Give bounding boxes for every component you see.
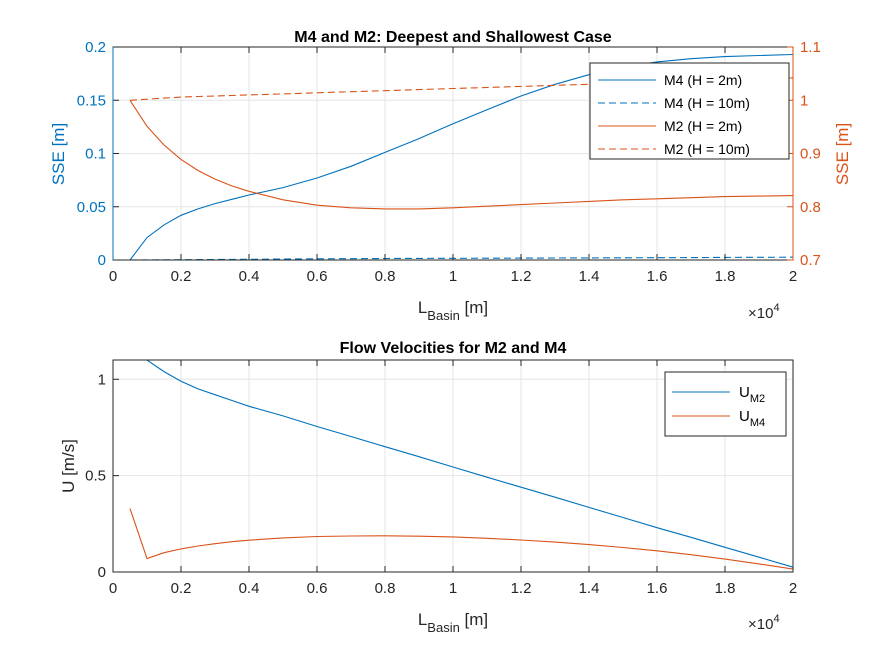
chart-velocity-legend-label: UM4 — [739, 408, 765, 429]
chart-sse-y-right-tick-label: 0.8 — [800, 199, 821, 216]
chart-sse-x-tick-label: 0.4 — [239, 268, 260, 285]
chart-sse-xlabel-sub: Basin — [427, 308, 460, 323]
chart-sse-x-tick-label: 0.8 — [375, 268, 396, 285]
chart-sse-xlabel: LBasin [m] — [418, 298, 488, 323]
chart-velocity-xlabel-unit: [m] — [460, 610, 488, 629]
chart-velocity-legend-label: UM2 — [739, 384, 765, 405]
chart-sse-x-tick-label: 1.8 — [715, 268, 736, 285]
chart-sse-series-line-2 — [129, 99, 794, 210]
chart-velocity-x-tick-label: 0.2 — [171, 580, 192, 597]
chart-velocity-legend-label-sub: M2 — [750, 393, 765, 405]
chart-velocity-xlabel: LBasin [m] — [418, 610, 488, 635]
chart-sse-ylabel: SSE [m] — [49, 123, 68, 185]
chart-sse-y-tick-label: 0.15 — [77, 92, 106, 109]
chart-velocity-legend-label-main: U — [739, 384, 750, 401]
chart-velocity: Flow Velocities for M2 and M4 0 0.2 0.4 0.6… — [59, 340, 797, 635]
chart-velocity-series — [129, 359, 794, 570]
chart-sse-xlabel-unit: [m] — [460, 298, 488, 317]
chart-velocity-x-exponent-base: ×10 — [748, 616, 773, 633]
chart-sse-x-tick-label: 0.2 — [171, 268, 192, 285]
chart-sse-y-tick-label: 0.05 — [77, 199, 106, 216]
chart-sse-x-exponent-base: ×10 — [748, 305, 773, 322]
chart-velocity-legend-label-main: U — [739, 408, 750, 425]
chart-sse-legend-label: M2 (H = 2m) — [664, 118, 742, 134]
chart-sse-x-ticks: 0 0.2 0.4 0.6 0.8 1 1.2 1.4 1.6 1.8 2 — [109, 47, 797, 285]
chart-sse-x-exponent: ×104 — [748, 302, 780, 322]
chart-sse-x-tick-label: 2 — [789, 268, 797, 285]
chart-velocity-x-tick-label: 1.4 — [579, 580, 600, 597]
chart-velocity-series-line-0 — [130, 359, 794, 568]
chart-velocity-x-tick-label: 1 — [449, 580, 457, 597]
chart-velocity-x-ticks: 0 0.2 0.4 0.6 0.8 1 1.2 1.4 1.6 1.8 2 — [109, 360, 797, 597]
chart-velocity-legend-box — [664, 371, 787, 437]
chart-sse-y-right-tick-label: 0.9 — [800, 146, 821, 163]
chart-sse-y-tick-label: 0.1 — [85, 146, 106, 163]
chart-sse-x-tick-label: 0.6 — [307, 268, 328, 285]
chart-velocity-x-exponent: ×104 — [748, 613, 780, 633]
chart-velocity-title: Flow Velocities for M2 and M4 — [340, 340, 567, 357]
chart-sse-y-right-tick-label: 1.1 — [800, 39, 821, 56]
chart-sse-xlabel-main: L — [418, 298, 427, 317]
chart-sse-x-tick-label: 1.2 — [511, 268, 532, 285]
chart-velocity-x-tick-label: 0.6 — [307, 580, 328, 597]
chart-sse-y-ticks-right: 0.7 0.8 0.9 1 1.1 — [112, 39, 821, 269]
chart-sse-ylabel-right: SSE [m] — [833, 123, 852, 185]
chart-sse-x-exponent-power: 4 — [773, 302, 779, 314]
chart-velocity-y-tick-label: 0.5 — [85, 468, 106, 485]
chart-sse-x-tick-label: 1.6 — [647, 268, 668, 285]
chart-sse-legend-label: M4 (H = 2m) — [664, 72, 742, 88]
chart-sse-y-tick-label: 0 — [98, 252, 106, 269]
chart-sse-x-tick-label: 1 — [449, 268, 457, 285]
chart-velocity-ylabel: U [m/s] — [59, 439, 78, 493]
chart-velocity-y-tick-label: 1 — [98, 371, 106, 388]
chart-velocity-series-line-1 — [129, 508, 794, 570]
chart-velocity-x-exponent-power: 4 — [773, 613, 779, 625]
chart-sse-y-right-tick-label: 1 — [800, 92, 808, 109]
chart-sse-series-line-1 — [129, 256, 794, 261]
chart-sse-y-ticks: 0 0.05 0.1 0.15 0.2 — [77, 39, 119, 269]
chart-sse-y-right-tick-label: 0.7 — [800, 252, 821, 269]
chart-sse-legend: M4 (H = 2m) M4 (H = 10m) M2 (H = 2m) M2 (H … — [589, 62, 790, 160]
chart-velocity-x-tick-label: 2 — [789, 580, 797, 597]
chart-velocity-x-tick-label: 0.4 — [239, 580, 260, 597]
chart-sse-legend-label: M4 (H = 10m) — [664, 95, 750, 111]
chart-sse-legend-entries: M4 (H = 2m) M4 (H = 10m) M2 (H = 2m) M2 (H … — [598, 72, 750, 157]
chart-velocity-legend-label-sub: M4 — [750, 417, 765, 429]
chart-sse: M4 and M2: Deepest and Shallowest Case 0… — [49, 29, 852, 323]
chart-sse-y-tick-label: 0.2 — [85, 39, 106, 56]
chart-sse-legend-label: M2 (H = 10m) — [664, 141, 750, 157]
chart-sse-x-tick-label: 0 — [109, 268, 117, 285]
chart-sse-series-line-0 — [129, 53, 794, 261]
chart-velocity-x-tick-label: 1.6 — [647, 580, 668, 597]
chart-velocity-xlabel-main: L — [418, 610, 427, 629]
chart-velocity-x-tick-label: 0.8 — [375, 580, 396, 597]
chart-velocity-x-tick-label: 1.8 — [715, 580, 736, 597]
chart-sse-title: M4 and M2: Deepest and Shallowest Case — [294, 29, 612, 46]
chart-velocity-y-tick-label: 0 — [98, 564, 106, 581]
chart-velocity-x-tick-label: 0 — [109, 580, 117, 597]
chart-velocity-y-ticks: 00.51 — [85, 371, 119, 581]
chart-velocity-xlabel-sub: Basin — [427, 620, 460, 635]
chart-sse-legend-box — [589, 62, 790, 160]
chart-sse-x-tick-label: 1.4 — [579, 268, 600, 285]
chart-velocity-x-tick-label: 1.2 — [511, 580, 532, 597]
